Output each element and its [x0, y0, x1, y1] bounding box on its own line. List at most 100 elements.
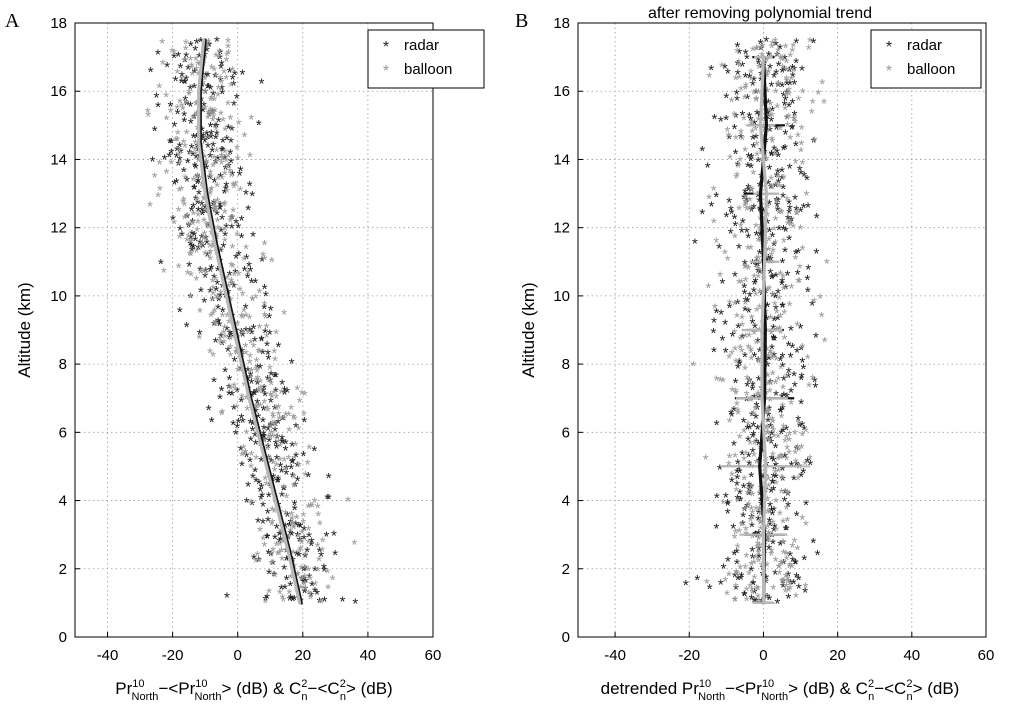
balloon-point: * — [176, 184, 182, 201]
balloon-point: * — [291, 521, 297, 538]
radar-point: * — [723, 90, 729, 107]
balloon-point: * — [757, 264, 763, 281]
radar-point: * — [723, 112, 729, 129]
radar-point: * — [247, 323, 253, 340]
radar-point: * — [786, 99, 792, 116]
balloon-point: * — [713, 234, 719, 251]
radar-point: * — [782, 486, 788, 503]
radar-point: * — [749, 204, 755, 221]
balloon-point: * — [181, 193, 187, 210]
balloon-point: * — [797, 274, 803, 291]
radar-point: * — [229, 277, 235, 294]
radar-point: * — [782, 244, 788, 261]
balloon-point: * — [160, 57, 166, 74]
radar-point: * — [279, 435, 285, 452]
radar-point: * — [217, 46, 223, 63]
balloon-point: * — [180, 102, 186, 119]
radar-point: * — [186, 258, 192, 275]
radar-point: * — [735, 67, 741, 84]
radar-point: * — [260, 414, 266, 431]
radar-point: * — [790, 61, 796, 78]
balloon-point: * — [256, 554, 262, 571]
balloon-point: * — [782, 102, 788, 119]
radar-point: * — [774, 49, 780, 66]
radar-point: * — [275, 339, 281, 356]
radar-point: * — [309, 578, 315, 595]
radar-point: * — [773, 301, 779, 318]
balloon-point: * — [177, 156, 183, 173]
radar-point: * — [306, 529, 312, 546]
radar-point: * — [322, 593, 328, 610]
y-tick-label: 8 — [59, 356, 67, 373]
radar-point: * — [212, 174, 218, 191]
radar-point: * — [340, 593, 346, 610]
radar-point: * — [227, 372, 233, 389]
balloon-point: * — [720, 496, 726, 513]
radar-point: * — [295, 473, 301, 490]
balloon-point: * — [293, 438, 299, 455]
balloon-point: * — [226, 280, 232, 297]
balloon-point: * — [727, 151, 733, 168]
balloon-point: * — [185, 230, 191, 247]
balloon-point: * — [201, 193, 207, 210]
balloon-point: * — [199, 172, 205, 189]
radar-point: * — [748, 511, 754, 528]
balloon-point: * — [787, 132, 793, 149]
balloon-point: * — [776, 291, 782, 308]
radar-point: * — [249, 497, 255, 514]
y-tick-label: 16 — [50, 83, 67, 100]
radar-point: * — [746, 449, 752, 466]
balloon-point: * — [765, 123, 771, 140]
balloon-point: * — [768, 311, 774, 328]
balloon-point: * — [188, 234, 194, 251]
radar-point: * — [174, 175, 180, 192]
radar-point: * — [794, 344, 800, 361]
balloon-point: * — [754, 456, 760, 473]
balloon-point: * — [766, 434, 772, 451]
radar-point: * — [793, 203, 799, 220]
balloon-point: * — [263, 310, 269, 327]
balloon-point: * — [775, 452, 781, 469]
radar-point: * — [735, 320, 741, 337]
balloon-point: * — [777, 122, 783, 139]
balloon-point: * — [248, 495, 254, 512]
radar-point: * — [171, 50, 177, 67]
balloon-point: * — [729, 383, 735, 400]
radar-point: * — [234, 384, 240, 401]
radar-point: * — [771, 349, 777, 366]
balloon-point: * — [800, 156, 806, 173]
balloon-point: * — [750, 511, 756, 528]
balloon-point: * — [192, 147, 198, 164]
radar-point: * — [758, 42, 764, 59]
x-tick-label: -40 — [97, 647, 119, 664]
balloon-point: * — [754, 42, 760, 59]
radar-point: * — [196, 242, 202, 259]
radar-point: * — [734, 478, 740, 495]
radar-point: * — [766, 541, 772, 558]
balloon-point: * — [299, 386, 305, 403]
radar-point: * — [767, 123, 773, 140]
radar-point: * — [757, 392, 763, 409]
balloon-point: * — [307, 499, 313, 516]
radar-point: * — [768, 484, 774, 501]
balloon-point: * — [219, 157, 225, 174]
radar-point: * — [226, 381, 232, 398]
radar-point: * — [767, 432, 773, 449]
radar-point: * — [224, 590, 230, 607]
radar-point: * — [257, 483, 263, 500]
balloon-point: * — [744, 583, 750, 600]
balloon-point: * — [772, 148, 778, 165]
radar-point: * — [174, 143, 180, 160]
balloon-point: * — [766, 233, 772, 250]
balloon-point: * — [291, 471, 297, 488]
balloon-point: * — [277, 538, 283, 555]
balloon-point: * — [795, 441, 801, 458]
radar-point: * — [771, 331, 777, 348]
balloon-point: * — [228, 78, 234, 95]
radar-point: * — [243, 187, 249, 204]
radar-point: * — [279, 435, 285, 452]
xlabel-b-end: > (dB) & C — [788, 679, 868, 698]
radar-point: * — [219, 143, 225, 160]
radar-point: * — [782, 450, 788, 467]
